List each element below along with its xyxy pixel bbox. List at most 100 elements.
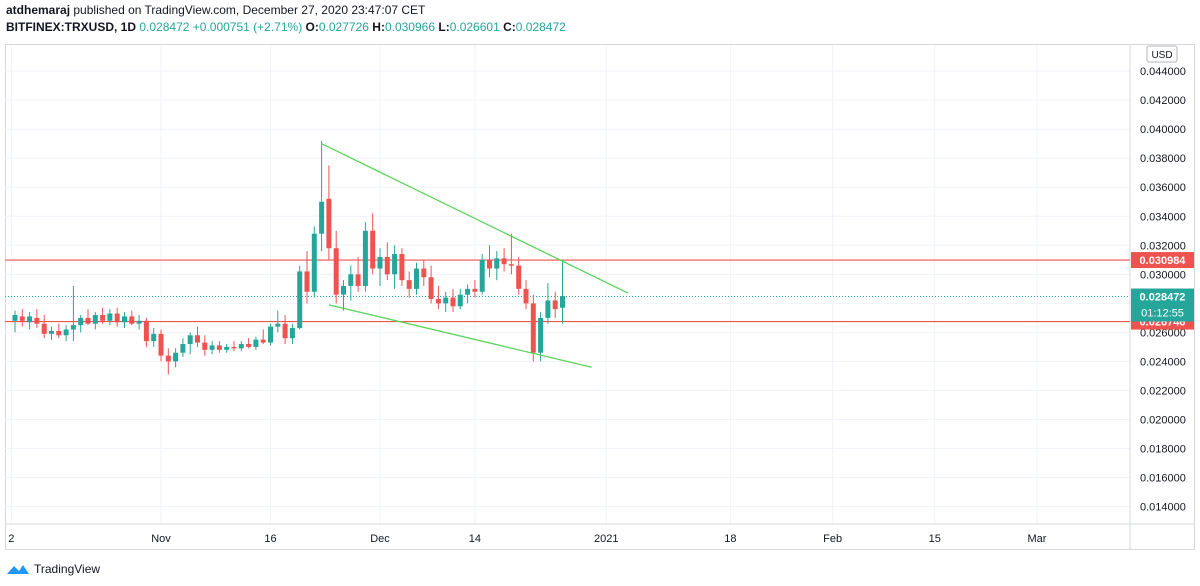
y-tick-label: 0.036000 (1140, 182, 1186, 194)
candle-body-down (355, 274, 361, 286)
candle-body-down (231, 346, 237, 349)
candle-body-up (27, 316, 33, 323)
x-tick-label: 2 (8, 533, 14, 545)
candle-body-up (465, 288, 471, 295)
open-value: 0.027726 (318, 20, 369, 34)
x-tick-label: 16 (264, 533, 276, 545)
y-tick-label: 0.016000 (1140, 473, 1186, 485)
candle-body-up (92, 314, 98, 324)
candle-body-down (472, 288, 478, 292)
candle-body-down (370, 230, 376, 269)
x-tick-label: 2021 (594, 533, 618, 545)
candle-body-down (114, 313, 120, 323)
y-tick-label: 0.026000 (1140, 327, 1186, 339)
symbol-info-bar: BITFINEX:TRXUSD, 1D 0.028472 +0.000751 (… (6, 20, 566, 34)
y-tick-label: 0.018000 (1140, 444, 1186, 456)
y-tick-label: 0.020000 (1140, 414, 1186, 426)
open-label: O: (305, 20, 319, 34)
candle-body-down (56, 330, 62, 336)
last-price: 0.028472 (139, 20, 190, 34)
close-label: C: (503, 20, 516, 34)
candle-body-up (136, 320, 142, 324)
candle-body-down (435, 299, 441, 304)
candle-body-down (421, 268, 427, 278)
candle-body-down (41, 323, 47, 334)
candle-body-up (443, 297, 449, 304)
candle-body-down (523, 288, 529, 304)
bar-countdown-label: 01:12:55 (1141, 308, 1184, 320)
candle-body-up (348, 274, 354, 286)
x-tick-label: Mar (1028, 533, 1047, 545)
candle-body-down (399, 254, 405, 281)
candle-body-down (384, 256, 390, 275)
horizontal-levels (5, 259, 1130, 323)
time-axis[interactable]: 2 Nov 16 Dec 14 2021 18 Feb 15 Mar (8, 533, 1047, 545)
candle-body-up (253, 339, 259, 347)
candle-body-down (195, 335, 200, 343)
candle-body-up (49, 330, 54, 334)
close-value: 0.028472 (515, 20, 566, 34)
candle-body-up (187, 335, 193, 345)
candle-body-down (304, 271, 310, 292)
candle-body-down (143, 320, 149, 342)
candle-body-down (34, 317, 40, 324)
y-tick-label: 0.032000 (1140, 240, 1186, 252)
candle-body-up (545, 300, 551, 318)
candle-body-up (107, 313, 113, 321)
candle-body-down (326, 198, 332, 249)
candle-body-up (457, 294, 463, 307)
low-label: L: (438, 20, 450, 34)
candle-body-down (282, 323, 288, 339)
candle-body-down (552, 300, 558, 310)
candle-body-down (406, 280, 412, 289)
high-value: 0.030966 (384, 20, 436, 34)
candle-body-down (85, 317, 91, 324)
candle-body-down (158, 333, 164, 356)
candle-body-down (508, 264, 514, 266)
candle-body-up (151, 333, 157, 342)
y-tick-label: 0.034000 (1140, 211, 1186, 223)
candle-body-down (202, 342, 208, 350)
author-name[interactable]: atdhemaraj (6, 3, 71, 17)
candle-body-up (289, 328, 295, 339)
wedge-trendline[interactable] (321, 143, 629, 294)
candle-body-down (450, 297, 456, 307)
candle-body-up (122, 316, 127, 323)
candle-body-up (78, 317, 84, 326)
brand-name[interactable]: TradingView (34, 562, 101, 576)
candle-body-up (479, 259, 485, 292)
x-tick-label: Feb (823, 533, 842, 545)
candle-body-down (333, 248, 339, 295)
candle-body-down (260, 339, 266, 343)
candle-body-up (362, 230, 368, 286)
price-change: +0.000751 (+2.71%) (192, 20, 303, 34)
candle-body-down (19, 316, 25, 321)
y-tick-label: 0.038000 (1140, 153, 1186, 165)
price-axis[interactable]: USD 0.044000 0.042000 0.040000 0.038000 0.03… (1131, 45, 1194, 514)
candle-body-down (501, 258, 507, 265)
candle-body-down (216, 345, 222, 350)
wedge-trendline[interactable] (328, 304, 592, 368)
candle-body-up (180, 344, 186, 353)
grid (5, 45, 1194, 549)
candle-body-up (494, 258, 500, 269)
candle-body-down (129, 316, 135, 324)
published-text: published on TradingView.com, December 2… (73, 3, 426, 17)
candle-body-up (224, 346, 230, 350)
high-label: H: (372, 20, 385, 34)
symbol-title: BITFINEX:TRXUSD, 1D (6, 20, 137, 34)
candle-body-up (238, 344, 244, 349)
currency-badge[interactable] (1146, 45, 1178, 63)
candle-body-up (560, 296, 565, 308)
candle-body-up (63, 329, 69, 336)
y-tick-label: 0.040000 (1140, 124, 1186, 136)
x-tick-label: 15 (929, 533, 941, 545)
y-tick-label: 0.042000 (1140, 95, 1186, 107)
current-price-tag-label: 0.028472 (1140, 292, 1186, 304)
candle-body-up (12, 314, 18, 321)
candle-body-up (173, 352, 179, 362)
candle-body-down (246, 344, 252, 347)
x-tick-label: Nov (151, 533, 171, 545)
candle-body-down (530, 303, 536, 353)
